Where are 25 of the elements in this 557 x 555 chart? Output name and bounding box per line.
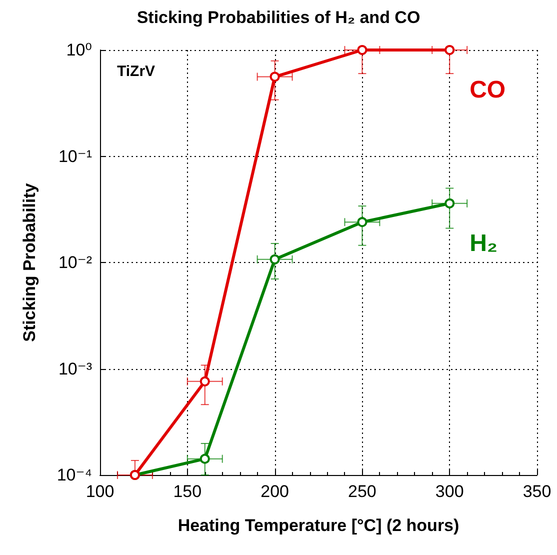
y-axis-title: Sticking Probability — [20, 182, 39, 342]
point — [200, 454, 210, 464]
y-tick-label: 10⁰ — [66, 40, 92, 60]
y-tick-label: 10⁻¹ — [58, 146, 92, 166]
y-tick-label: 10⁻² — [58, 253, 92, 272]
x-tick-label: 350 — [522, 482, 552, 501]
chart-title: Sticking Probabilities of H₂ and CO — [136, 8, 420, 27]
x-tick-label: 150 — [173, 482, 202, 501]
series-label: H₂ — [470, 230, 498, 257]
x-tick-label: 250 — [348, 482, 376, 501]
series-label: CO — [470, 76, 506, 104]
point — [270, 72, 280, 82]
x-tick-label: 300 — [435, 482, 464, 501]
point — [444, 198, 455, 208]
y-tick-label: 10⁻⁴ — [56, 466, 92, 484]
x-tick-label: 100 — [86, 482, 114, 501]
x-axis-title: Heating Temperature [°C] (2 hours) — [178, 516, 460, 535]
y-tick-label: 10⁻³ — [58, 359, 92, 378]
point — [357, 217, 368, 228]
point — [200, 376, 210, 386]
point — [270, 254, 280, 264]
x-tick-label: 200 — [260, 482, 289, 501]
point — [357, 45, 368, 55]
point — [444, 45, 455, 55]
annotation: TiZrV — [117, 63, 156, 80]
